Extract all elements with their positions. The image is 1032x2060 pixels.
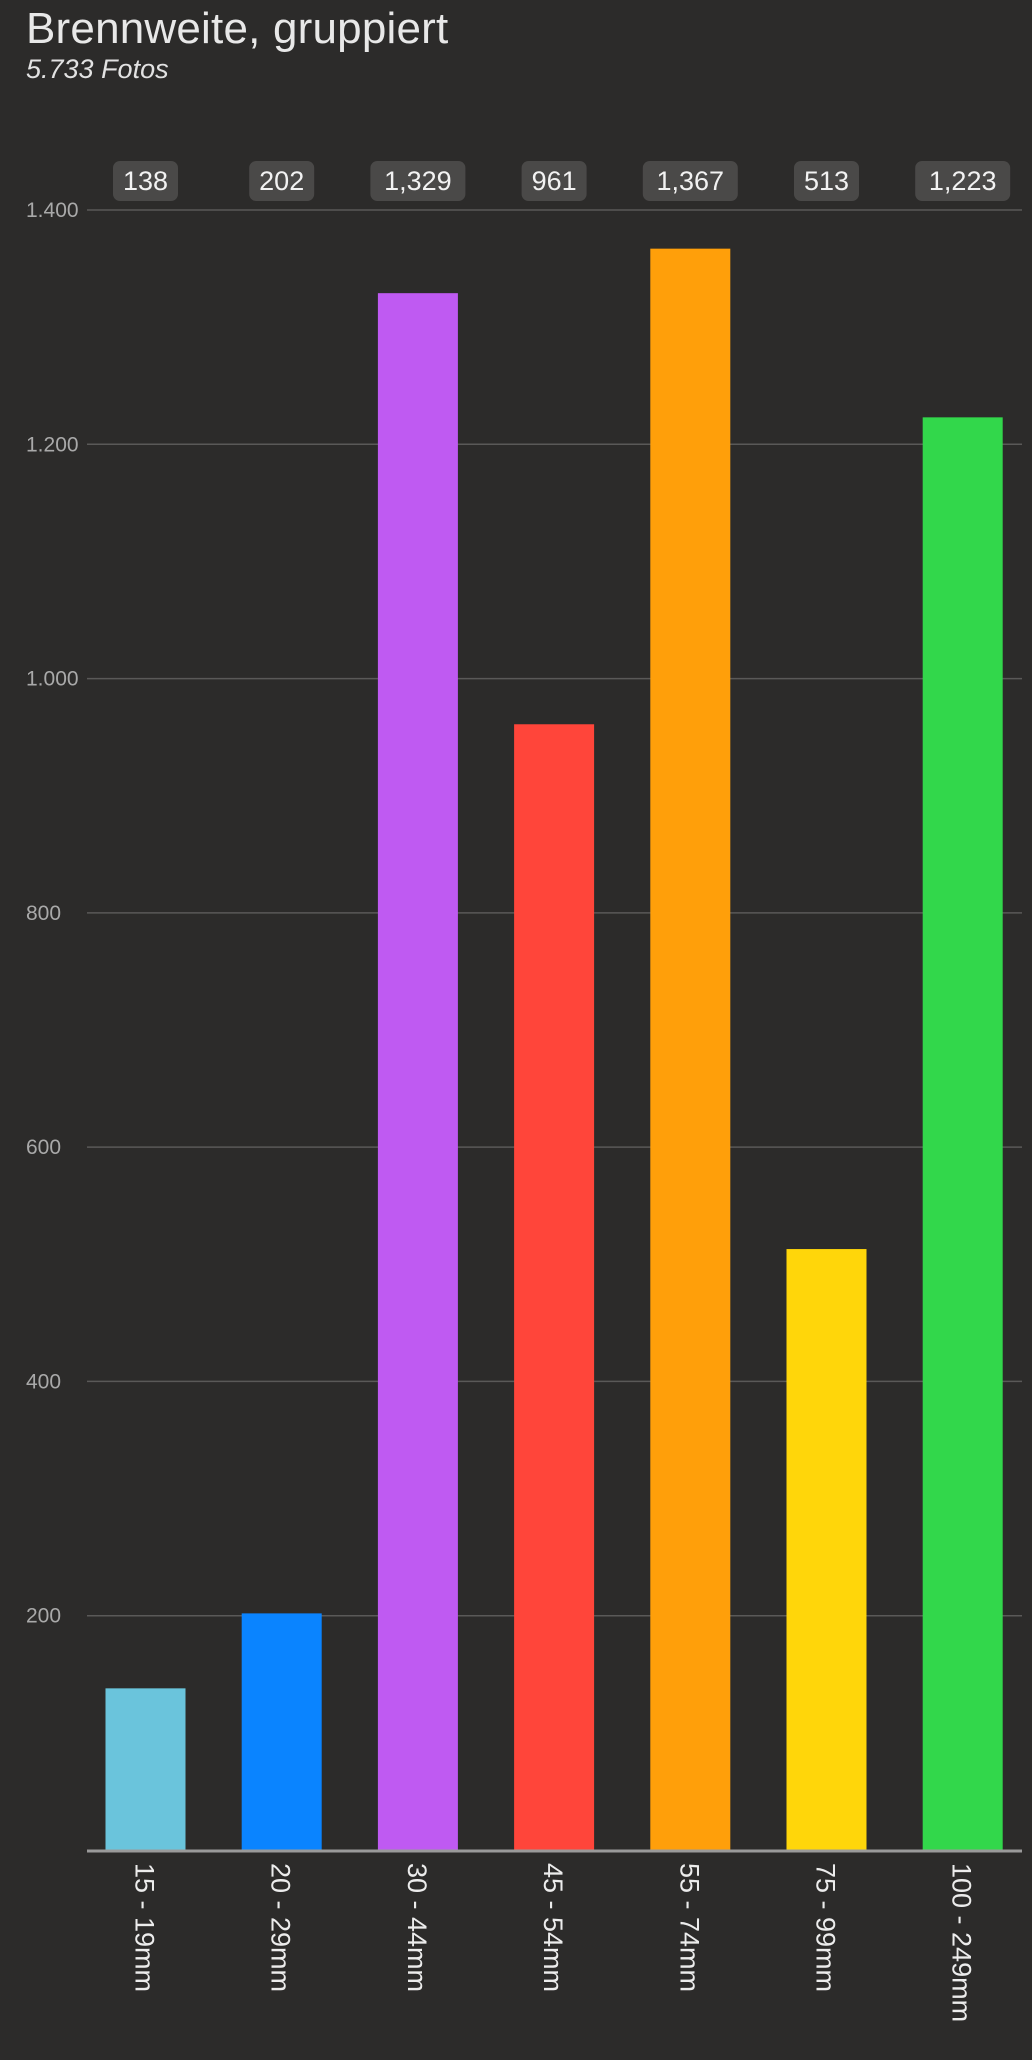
y-tick-label: 200 bbox=[26, 1605, 61, 1628]
bar bbox=[650, 248, 731, 1851]
y-tick-label: 1.200 bbox=[26, 433, 79, 456]
data-label: 202 bbox=[259, 166, 304, 196]
x-tick-label: 45 - 54mm bbox=[538, 1863, 568, 1992]
y-tick-label: 600 bbox=[26, 1136, 61, 1159]
value-badge bbox=[521, 161, 587, 201]
bar bbox=[241, 1613, 322, 1850]
value-badge bbox=[249, 161, 315, 201]
data-label: 1,367 bbox=[657, 166, 725, 196]
data-label: 961 bbox=[532, 166, 577, 196]
value-badge bbox=[113, 161, 178, 201]
value-badge bbox=[370, 161, 466, 201]
value-badge bbox=[642, 161, 738, 201]
data-label: 1,223 bbox=[929, 166, 997, 196]
bar bbox=[514, 724, 595, 1851]
value-badge bbox=[915, 161, 1011, 201]
bar bbox=[922, 417, 1003, 1850]
x-tick-label: 20 - 29mm bbox=[266, 1863, 296, 1992]
y-tick-label: 400 bbox=[26, 1370, 61, 1393]
x-tick-label: 75 - 99mm bbox=[811, 1863, 841, 1992]
y-tick-label: 1.000 bbox=[26, 668, 79, 691]
x-tick-label: 55 - 74mm bbox=[674, 1863, 704, 1992]
bar bbox=[377, 293, 458, 1851]
data-label: 138 bbox=[123, 166, 168, 196]
x-tick-label: 30 - 44mm bbox=[402, 1863, 432, 1992]
chart-subtitle: 5.733 Fotos bbox=[26, 54, 169, 84]
data-label: 1,329 bbox=[384, 166, 452, 196]
data-label: 513 bbox=[804, 166, 849, 196]
y-tick-label: 800 bbox=[26, 902, 61, 925]
x-tick-label: 100 - 249mm bbox=[947, 1863, 977, 2022]
bar bbox=[105, 1688, 186, 1850]
chart-title: Brennweite, gruppiert bbox=[26, 4, 449, 53]
bar bbox=[786, 1249, 867, 1850]
x-tick-label: 15 - 19mm bbox=[130, 1863, 160, 1992]
value-badge bbox=[794, 161, 859, 201]
y-tick-label: 1.400 bbox=[26, 199, 79, 222]
